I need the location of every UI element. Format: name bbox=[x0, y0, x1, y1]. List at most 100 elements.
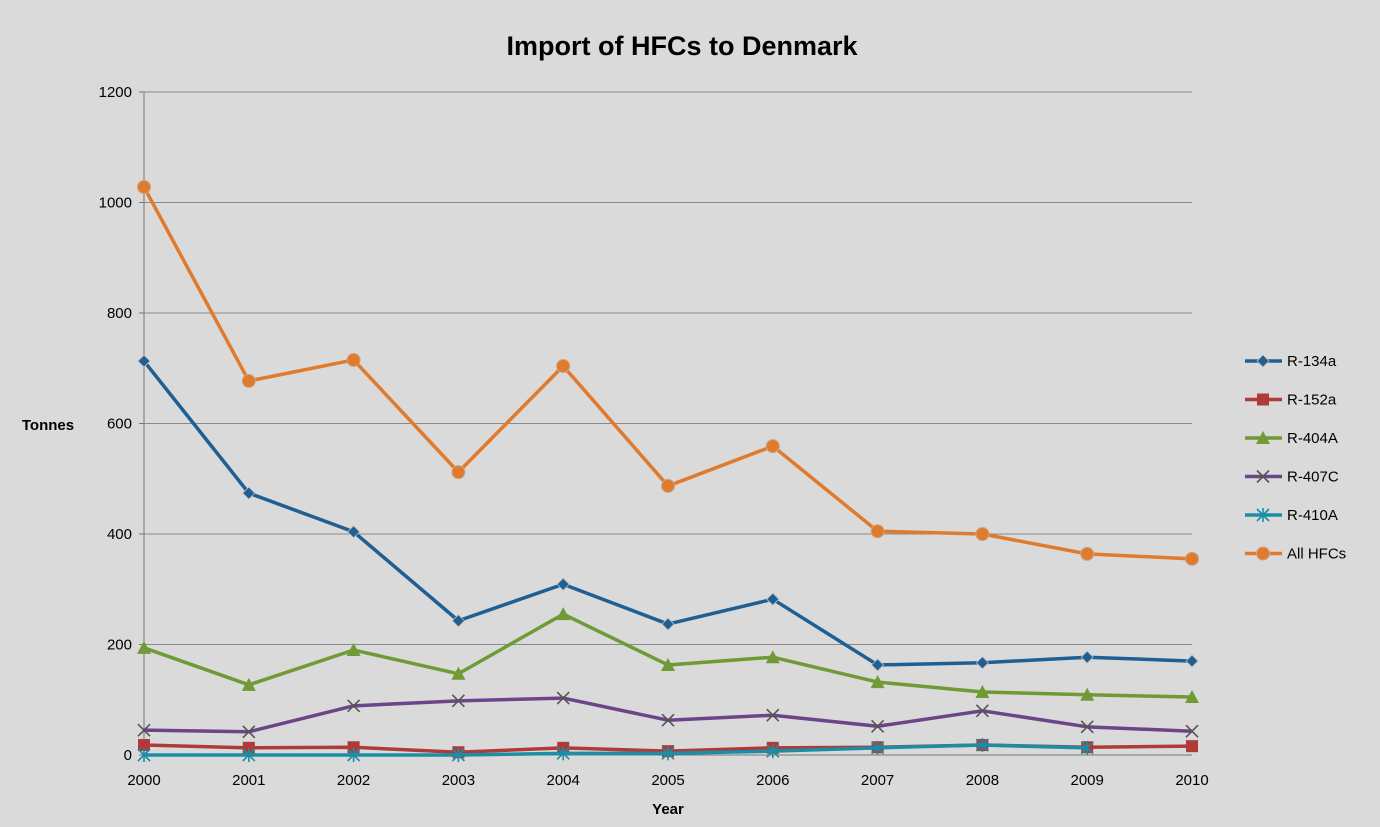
legend-item: R-404A bbox=[1245, 430, 1338, 447]
x-axis-label: Year bbox=[652, 801, 684, 818]
data-point-diamond bbox=[556, 577, 570, 591]
data-point-square bbox=[138, 739, 150, 752]
series-r-410a bbox=[137, 738, 1094, 762]
x-tick-label: 2008 bbox=[966, 772, 999, 789]
legend-item: All HFCs bbox=[1245, 546, 1346, 563]
data-point-triangle bbox=[765, 650, 780, 664]
data-point-diamond bbox=[766, 592, 780, 606]
data-point-star bbox=[1256, 508, 1270, 522]
legend-item: R-407C bbox=[1245, 469, 1339, 486]
data-point-star bbox=[975, 738, 989, 753]
data-point-star bbox=[556, 746, 570, 761]
legend-label: R-152a bbox=[1287, 392, 1337, 409]
data-point-x bbox=[347, 699, 361, 713]
data-point-triangle bbox=[1185, 689, 1199, 703]
legend-item: R-134a bbox=[1245, 353, 1337, 370]
data-point-x bbox=[137, 723, 151, 737]
data-point-x bbox=[871, 719, 885, 733]
data-point-x bbox=[1080, 720, 1094, 734]
data-point-circle bbox=[975, 527, 990, 541]
y-tick-label: 800 bbox=[107, 305, 132, 322]
legend-label: R-407C bbox=[1287, 469, 1339, 486]
x-tick-label: 2004 bbox=[547, 772, 580, 789]
data-point-circle bbox=[346, 352, 361, 367]
legend-item: R-152a bbox=[1245, 392, 1337, 409]
data-point-square bbox=[347, 741, 360, 754]
data-point-star bbox=[871, 740, 885, 755]
data-point-x bbox=[766, 708, 780, 722]
data-point-circle bbox=[1185, 551, 1199, 566]
data-point-diamond bbox=[871, 658, 885, 672]
data-point-diamond bbox=[661, 617, 675, 631]
y-tick-label: 200 bbox=[107, 637, 132, 654]
chart-title: Import of HFCs to Denmark bbox=[506, 31, 858, 61]
data-point-triangle bbox=[346, 643, 361, 657]
series-r-134a bbox=[137, 354, 1199, 672]
series-line bbox=[143, 696, 1193, 734]
data-point-x bbox=[451, 694, 465, 708]
x-tick-label: 2005 bbox=[651, 772, 684, 789]
y-axis-label: Tonnes bbox=[22, 417, 74, 434]
data-point-circle bbox=[241, 373, 256, 388]
data-point-star bbox=[242, 748, 256, 762]
data-point-triangle bbox=[1256, 431, 1270, 444]
data-point-triangle bbox=[975, 685, 990, 699]
legend-label: All HFCs bbox=[1287, 546, 1346, 563]
legend-label: R-404A bbox=[1287, 430, 1338, 447]
series-line bbox=[142, 186, 1193, 561]
data-point-diamond bbox=[242, 486, 256, 500]
data-point-square bbox=[242, 741, 255, 754]
data-point-star bbox=[1080, 740, 1094, 755]
y-tick-label: 0 bbox=[124, 747, 132, 764]
x-tick-label: 2010 bbox=[1175, 772, 1208, 789]
series-line bbox=[144, 743, 1088, 757]
x-tick-label: 2009 bbox=[1071, 772, 1104, 789]
data-point-square bbox=[1186, 740, 1198, 753]
series-r-404a bbox=[137, 607, 1199, 703]
data-point-diamond bbox=[1080, 650, 1094, 664]
data-point-triangle bbox=[1080, 687, 1095, 701]
data-point-star bbox=[137, 748, 151, 762]
data-point-triangle bbox=[661, 657, 675, 671]
x-tick-label: 2003 bbox=[442, 772, 475, 789]
data-point-triangle bbox=[137, 640, 151, 654]
data-point-triangle bbox=[451, 666, 466, 680]
data-point-triangle bbox=[241, 677, 256, 691]
data-point-star bbox=[347, 748, 361, 762]
data-point-x bbox=[975, 704, 989, 718]
data-point-star bbox=[451, 748, 465, 762]
legend-item: R-410A bbox=[1245, 507, 1338, 524]
x-tick-label: 2007 bbox=[861, 772, 894, 789]
data-point-diamond bbox=[1185, 654, 1199, 668]
series-r-407c bbox=[137, 691, 1199, 739]
data-point-star bbox=[661, 746, 675, 761]
data-point-circle bbox=[137, 180, 151, 195]
data-point-x bbox=[1256, 469, 1270, 484]
y-tick-label: 600 bbox=[107, 416, 132, 433]
data-point-star bbox=[766, 744, 780, 759]
data-point-square bbox=[1257, 393, 1269, 406]
y-tick-label: 1200 bbox=[99, 84, 132, 101]
data-point-diamond bbox=[137, 354, 151, 368]
data-point-x bbox=[556, 691, 570, 705]
data-point-diamond bbox=[451, 614, 465, 628]
data-point-diamond bbox=[347, 525, 361, 539]
x-tick-label: 2001 bbox=[232, 772, 265, 789]
data-point-circle bbox=[1080, 546, 1095, 561]
data-point-x bbox=[242, 725, 256, 739]
data-point-x bbox=[1185, 724, 1199, 738]
x-tick-label: 2002 bbox=[337, 772, 370, 789]
data-point-circle bbox=[870, 524, 885, 539]
data-point-diamond bbox=[1256, 354, 1270, 368]
data-point-circle bbox=[661, 478, 675, 493]
data-point-x bbox=[661, 713, 675, 727]
y-tick-label: 400 bbox=[107, 526, 132, 543]
y-tick-label: 1000 bbox=[99, 195, 132, 212]
data-point-diamond bbox=[975, 656, 989, 670]
x-tick-label: 2006 bbox=[756, 772, 789, 789]
legend-label: R-134a bbox=[1287, 353, 1337, 370]
data-point-circle bbox=[765, 439, 780, 454]
data-point-circle bbox=[556, 359, 571, 374]
data-point-triangle bbox=[556, 607, 571, 621]
